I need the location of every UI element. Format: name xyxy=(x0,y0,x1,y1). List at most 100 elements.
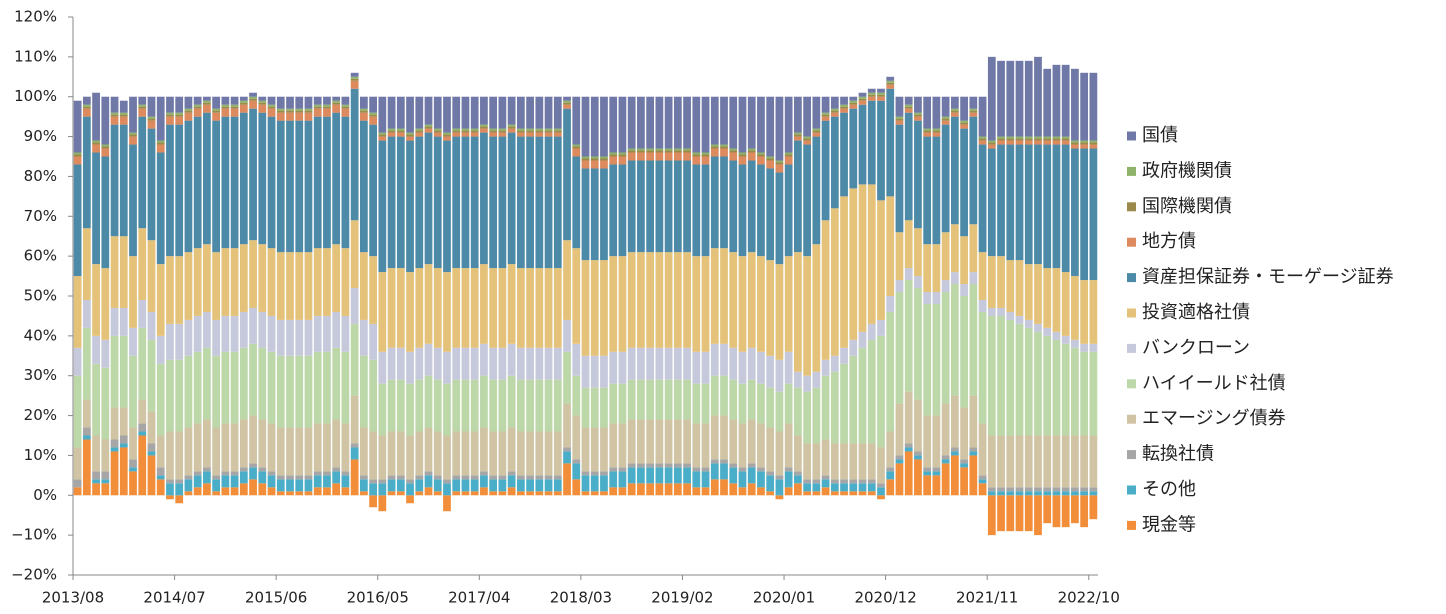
bar-segment xyxy=(978,140,987,145)
bar-segment xyxy=(101,148,110,157)
bar-segment xyxy=(415,132,424,137)
bar-segment xyxy=(1052,136,1061,139)
bar-segment xyxy=(1061,136,1070,139)
bar-segment xyxy=(415,130,424,133)
bar-segment xyxy=(784,423,793,468)
bar-segment xyxy=(747,483,756,496)
bar-segment xyxy=(239,102,248,105)
bar-segment xyxy=(258,102,267,105)
bar-segment xyxy=(73,487,82,496)
bar-segment xyxy=(701,164,710,257)
bar-segment xyxy=(452,347,461,380)
bar-segment xyxy=(978,144,987,253)
bar-segment xyxy=(1052,487,1061,492)
bar-segment xyxy=(923,132,932,137)
bar-segment xyxy=(720,479,728,496)
bar-segment xyxy=(138,96,147,105)
bar-segment xyxy=(406,96,414,133)
bar-segment xyxy=(258,104,267,113)
bar-segment xyxy=(203,100,211,103)
bar-segment xyxy=(433,431,442,476)
bar-segment xyxy=(175,483,184,496)
bar-segment xyxy=(969,447,978,452)
bar-segment xyxy=(803,256,811,376)
bar-segment xyxy=(692,154,701,157)
bar-segment xyxy=(932,132,941,137)
bar-segment xyxy=(424,264,433,344)
bar-segment xyxy=(286,427,294,476)
bar-segment xyxy=(424,427,433,472)
bar-segment xyxy=(729,148,738,151)
bar-segment xyxy=(498,347,507,380)
bar-segment xyxy=(304,475,313,480)
bar-segment xyxy=(877,495,885,500)
y-tick-label: 0% xyxy=(33,486,57,504)
bar-segment xyxy=(655,347,664,380)
legend-swatch xyxy=(1127,485,1136,495)
bar-segment xyxy=(563,96,571,101)
bar-segment xyxy=(600,168,608,261)
bar-segment xyxy=(387,130,396,133)
bar-segment xyxy=(350,80,359,89)
bar-segment xyxy=(470,479,479,492)
bar-segment xyxy=(886,296,895,312)
bar-segment xyxy=(950,108,959,111)
bar-segment xyxy=(138,435,147,496)
bar-segment xyxy=(378,136,387,141)
bar-segment xyxy=(553,379,562,432)
bar-segment xyxy=(941,232,950,281)
bar-segment xyxy=(627,379,636,420)
y-tick-label: 60% xyxy=(24,247,57,265)
bar-segment xyxy=(1052,495,1061,528)
bar-segment xyxy=(914,96,922,113)
bar-segment xyxy=(766,355,775,388)
bar-segment xyxy=(156,335,165,364)
bar-segment xyxy=(960,407,968,460)
bar-segment xyxy=(406,483,414,496)
bar-segment xyxy=(378,435,387,480)
bar-segment xyxy=(230,96,239,105)
bar-segment xyxy=(73,164,82,277)
bar-segment xyxy=(627,463,636,468)
bar-segment xyxy=(313,106,322,109)
bar-segment xyxy=(489,379,498,432)
bar-segment xyxy=(470,491,479,496)
bar-segment xyxy=(1015,315,1024,324)
bar-segment xyxy=(664,419,673,464)
bar-segment xyxy=(618,154,627,157)
bar-segment xyxy=(784,351,793,384)
bar-segment xyxy=(830,112,839,117)
bar-segment xyxy=(110,236,119,308)
bar-segment xyxy=(470,268,479,348)
bar-segment xyxy=(664,483,673,496)
bar-segment xyxy=(941,96,950,117)
bar-segment xyxy=(119,114,128,117)
bar-segment xyxy=(1043,68,1052,137)
bar-segment xyxy=(1043,138,1052,141)
bar-segment xyxy=(609,351,618,384)
bar-segment xyxy=(572,375,581,416)
bar-segment xyxy=(683,419,691,464)
bar-segment xyxy=(110,335,119,408)
bar-segment xyxy=(507,343,516,376)
bar-segment xyxy=(369,124,377,257)
bar-segment xyxy=(249,96,257,99)
bar-segment xyxy=(489,132,498,137)
bar-segment xyxy=(433,479,442,492)
bar-segment xyxy=(1071,276,1079,340)
bar-segment xyxy=(932,467,941,472)
bar-segment xyxy=(156,467,165,476)
bar-segment xyxy=(969,272,978,285)
bar-segment xyxy=(286,112,294,121)
bar-segment xyxy=(258,467,267,472)
bar-segment xyxy=(1052,268,1061,332)
bar-segment xyxy=(840,443,848,480)
bar-segment xyxy=(406,479,414,484)
bar-segment xyxy=(350,395,359,444)
bar-segment xyxy=(323,475,331,488)
bar-segment xyxy=(747,419,756,464)
bar-segment xyxy=(803,391,811,444)
bar-segment xyxy=(923,130,932,133)
bar-segment xyxy=(987,315,996,436)
bar-segment xyxy=(258,311,267,348)
